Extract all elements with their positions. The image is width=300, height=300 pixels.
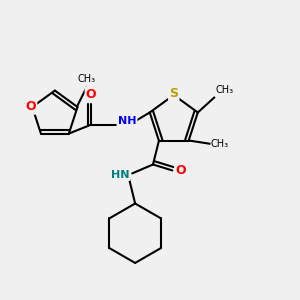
Text: O: O <box>26 100 36 113</box>
Text: S: S <box>169 87 178 100</box>
Text: O: O <box>86 88 97 101</box>
Text: O: O <box>176 164 187 177</box>
Text: CH₃: CH₃ <box>77 74 95 84</box>
Text: CH₃: CH₃ <box>211 139 229 149</box>
Text: HN: HN <box>111 170 129 180</box>
Text: NH: NH <box>118 116 136 126</box>
Text: CH₃: CH₃ <box>216 85 234 94</box>
